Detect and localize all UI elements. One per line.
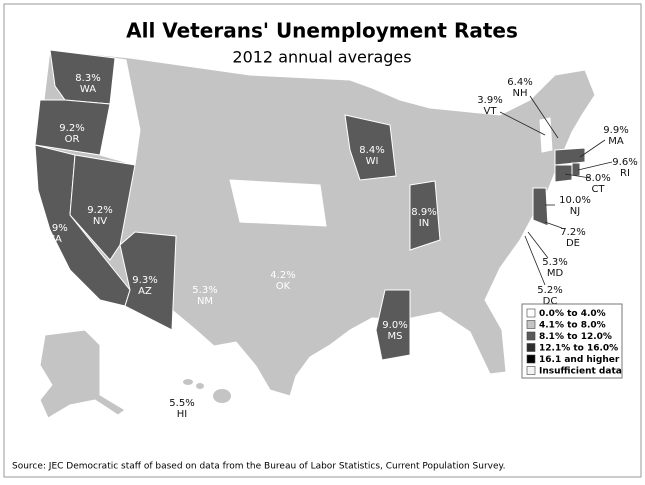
state-abbr: WI: [366, 156, 379, 167]
state-rate: 9.6%: [612, 157, 637, 168]
state-rate: 5.2%: [537, 285, 562, 296]
legend-label: 4.1% to 8.0%: [539, 321, 606, 331]
state-abbr: HI: [177, 409, 187, 420]
state-abbr: NH: [513, 88, 528, 99]
legend-swatch: [526, 308, 536, 318]
state-shape: [229, 179, 327, 227]
legend-label: Insufficient data: [539, 367, 622, 377]
state-abbr: IN: [419, 218, 429, 229]
legend-label: 8.1% to 12.0%: [539, 332, 612, 342]
legend-label: 0.0% to 4.0%: [539, 309, 606, 319]
state-shape: [554, 164, 573, 183]
state-shape: [539, 117, 553, 153]
state-abbr: NV: [93, 216, 107, 227]
states: 8.3%WA9.2%OR8.9%CA9.2%NV9.3%AZ 5.3%NM4.2%…: [34, 49, 638, 420]
state-rate: 5.3%: [192, 285, 217, 296]
state-abbr: OR: [65, 134, 80, 145]
leader: [544, 221, 563, 229]
state-abbr: RI: [620, 168, 630, 179]
leader: [529, 95, 559, 139]
legend-swatch: [526, 320, 536, 329]
state-abbr: NJ: [570, 206, 580, 217]
state-abbr: AZ: [138, 286, 152, 297]
state-rate: 9.9%: [603, 125, 628, 136]
legend: 0.0% to 4.0% 4.1% to 8.0%8.1% to 12.0% 12.…: [521, 303, 623, 379]
leader-lines: [499, 95, 613, 286]
state-abbr: MS: [388, 331, 403, 342]
alaska: [39, 329, 126, 419]
leader: [527, 231, 549, 259]
leader: [499, 111, 546, 136]
state-abbr: NM: [197, 296, 213, 307]
state-rate: 3.9%: [477, 95, 502, 106]
state-rate: 4.2%: [270, 270, 295, 281]
source: Source: JEC Democratic staff of based on…: [12, 462, 505, 472]
state-rate: 9.0%: [382, 320, 407, 331]
state-rate: 8.9%: [42, 223, 67, 234]
state-abbr: OK: [276, 281, 291, 292]
state-rate: 9.2%: [59, 123, 84, 134]
state-shape: [119, 231, 177, 331]
state-abbr: MA: [608, 136, 624, 147]
state-rate: 9.3%: [132, 275, 157, 286]
leader: [564, 173, 591, 179]
legend-label: 12.1% to 16.0%: [539, 344, 618, 354]
state-abbr: VT: [484, 106, 498, 117]
title: All Veterans' Unemployment Rates: [126, 19, 518, 43]
leader: [577, 161, 613, 171]
state-shape: [532, 187, 549, 227]
state-abbr: CT: [591, 184, 605, 195]
legend-swatch: [526, 354, 536, 364]
state-rate: 5.3%: [542, 257, 567, 268]
hawaii: [183, 379, 193, 385]
legend-label: 16.1 and higher: [539, 355, 620, 365]
leader: [579, 139, 606, 158]
state-rate: 9.2%: [87, 205, 112, 216]
subtitle: 2012 annual averages: [232, 48, 411, 67]
hawaii: [213, 389, 231, 403]
state-rate: 8.3%: [75, 73, 100, 84]
legend-swatch: [526, 343, 536, 352]
state-rate: 8.0%: [585, 173, 610, 184]
state-shape: [69, 154, 136, 261]
legend-box: [521, 303, 623, 379]
state-shape: [344, 114, 397, 181]
leader: [524, 235, 546, 286]
state-abbr: DC: [543, 296, 558, 307]
state-abbr: WA: [80, 84, 96, 95]
state-rate: 7.2%: [560, 227, 585, 238]
state-rate: 5.5%: [169, 398, 194, 409]
state-rate: 10.0%: [559, 195, 591, 206]
legend-swatch: [526, 366, 536, 375]
state-shape: [34, 99, 111, 156]
legend-swatch: [526, 331, 536, 341]
state-abbr: CA: [48, 234, 62, 245]
state-abbr: MD: [547, 268, 564, 279]
state-rate: 8.9%: [411, 207, 436, 218]
state-shape: [375, 289, 411, 361]
state-shape: [554, 147, 586, 166]
state-rate: 8.4%: [359, 145, 384, 156]
hawaii: [196, 383, 204, 389]
state-rate: 6.4%: [507, 77, 532, 88]
state-abbr: DE: [566, 238, 580, 249]
state-shape: [409, 180, 441, 251]
